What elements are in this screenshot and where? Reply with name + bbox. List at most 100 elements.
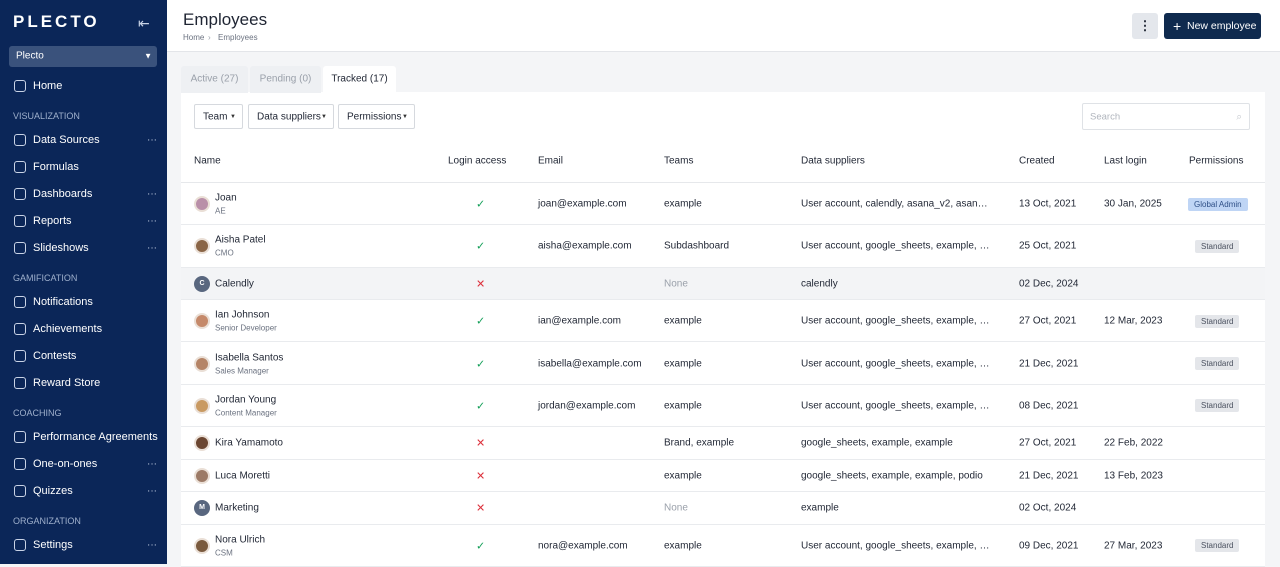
logo[interactable]: PLECTO (13, 12, 100, 31)
table-row[interactable]: C Calendly ✕ None calendly 02 Dec, 2024 (181, 267, 1265, 301)
created: 27 Oct, 2021 (1019, 315, 1077, 327)
employee-name: Kira Yamamoto (215, 437, 283, 449)
table-row[interactable]: Isabella Santos Sales Manager ✓ isabella@ex… (181, 342, 1265, 385)
nav-item[interactable]: One-on-ones (33, 458, 98, 470)
nav-item[interactable]: Quizzes (33, 485, 73, 497)
table-row[interactable]: Luca Moretti ✕ example google_sheets, examp… (181, 459, 1265, 492)
last-login: 22 Feb, 2022 (1104, 437, 1163, 449)
page-title: Employees (183, 10, 268, 29)
nav-item[interactable]: Data Sources (33, 134, 100, 146)
nav-item[interactable]: Formulas (33, 161, 79, 173)
teams: example (664, 540, 702, 552)
avatar-photo (194, 355, 210, 372)
permission-badge: Standard (1195, 357, 1240, 371)
more-menu[interactable]: ··· (147, 242, 157, 254)
email: ian@example.com (538, 315, 621, 327)
nav-icon[interactable] (14, 188, 26, 200)
nav-icon[interactable] (14, 215, 26, 227)
nav-item[interactable]: Home (33, 80, 63, 92)
workspace-select[interactable]: Plecto ▼ (9, 46, 157, 67)
created: 21 Dec, 2021 (1019, 470, 1079, 482)
new-employee-button[interactable]: + New employee (1164, 13, 1261, 39)
login-access: ✓ (476, 198, 486, 211)
nav-item[interactable]: Achievements (33, 323, 103, 335)
filter-label: Team (203, 111, 228, 123)
suppliers: User account, google_sheets, example, ex… (801, 540, 993, 552)
created: 27 Oct, 2021 (1019, 437, 1077, 449)
more-menu[interactable]: ··· (147, 485, 157, 497)
tab[interactable]: Tracked (17) (323, 66, 396, 93)
caret: ▼ (321, 114, 327, 120)
last-login: 12 Mar, 2023 (1104, 315, 1163, 327)
nav-icon[interactable] (14, 323, 26, 335)
section-heading: ORGANIZATION (13, 516, 81, 526)
tab[interactable]: Pending (0) (250, 66, 321, 93)
section-heading: GAMIFICATION (13, 273, 78, 283)
created: 09 Dec, 2021 (1019, 540, 1079, 552)
tab-label: Active (27) (190, 73, 239, 85)
email: nora@example.com (538, 540, 628, 552)
breadcrumb-link[interactable]: Home (183, 33, 205, 42)
permission-badge: Standard (1195, 314, 1240, 328)
table-row[interactable]: Ian Johnson Senior Developer ✓ ian@example.… (181, 300, 1265, 343)
filter-dropdown[interactable]: Team ▼ (194, 104, 243, 129)
suppliers: User account, calendly, asana_v2, asana_… (801, 198, 993, 210)
filter-dropdown[interactable]: Permissions ▼ (338, 104, 415, 129)
collapse-icon[interactable]: ⇤ (138, 15, 150, 31)
nav-icon[interactable] (14, 134, 26, 146)
nav-icon[interactable] (14, 539, 26, 551)
email: isabella@example.com (538, 358, 642, 370)
filter-label: Data suppliers (257, 111, 321, 123)
teams: example (664, 315, 702, 327)
caret: ▼ (402, 114, 408, 120)
nav-item[interactable]: Dashboards (33, 188, 93, 200)
table-row[interactable]: M Marketing ✕ None example 02 Oct, 2024 (181, 492, 1265, 525)
nav-item[interactable]: Slideshows (33, 242, 89, 254)
employee-role: Sales Manager (215, 366, 269, 376)
created: 25 Oct, 2021 (1019, 240, 1077, 252)
section-heading: COACHING (13, 408, 62, 418)
more-button[interactable]: ⋮ (1132, 13, 1158, 39)
filter-dropdown[interactable]: Data suppliers ▼ (248, 104, 334, 129)
suppliers: User account, google_sheets, example, ex… (801, 358, 993, 370)
table-row[interactable]: Aisha Patel CMO ✓ aisha@example.com Subdashb… (181, 225, 1265, 268)
login-access: ✕ (476, 278, 486, 291)
more-menu[interactable]: ··· (147, 458, 157, 470)
more-menu[interactable]: ··· (147, 134, 157, 146)
created: 13 Oct, 2021 (1019, 198, 1077, 210)
nav-icon[interactable] (14, 161, 26, 173)
nav-item[interactable]: Reports (33, 215, 72, 227)
table-row[interactable]: Jordan Young Content Manager ✓ jordan@examp… (181, 384, 1265, 427)
tab[interactable]: Active (27) (181, 66, 248, 93)
nav-item[interactable]: Contests (33, 350, 77, 362)
caret: ▼ (144, 51, 152, 61)
more-menu[interactable]: ··· (147, 188, 157, 200)
nav-icon[interactable] (14, 377, 26, 389)
nav-item[interactable]: Reward Store (33, 377, 101, 389)
sidebar: PLECTO ⇤ Plecto ▼ Home VISUALIZATION Data Sour… (0, 0, 167, 564)
search-input[interactable]: Search ⌕ (1082, 103, 1250, 130)
table-row[interactable]: Kira Yamamoto ✕ Brand, example google_sheet… (181, 427, 1265, 460)
nav-item[interactable]: Performance Agreements (33, 431, 158, 443)
employee-role: Senior Developer (215, 323, 277, 333)
suppliers: User account, google_sheets, example, ex… (801, 400, 993, 412)
nav-icon[interactable] (14, 296, 26, 308)
nav-item[interactable]: Settings (33, 539, 73, 551)
workspace-name: Plecto (16, 50, 44, 62)
employee-role: Content Manager (215, 408, 277, 418)
nav-icon[interactable] (14, 350, 26, 362)
avatar-photo (194, 196, 210, 213)
teams: Subdashboard (664, 240, 730, 252)
teams: example (664, 400, 702, 412)
nav-item[interactable]: Notifications (33, 296, 93, 308)
column-header: Email (538, 155, 564, 167)
more-menu[interactable]: ··· (147, 539, 157, 551)
nav-icon[interactable] (14, 242, 26, 254)
table-row[interactable]: Nora Ulrich CSM ✓ nora@example.com example Us… (181, 524, 1265, 567)
nav-icon[interactable] (14, 80, 26, 92)
table-row[interactable]: Joan AE ✓ joan@example.com example User accou… (181, 183, 1265, 226)
nav-icon[interactable] (14, 485, 26, 497)
nav-icon[interactable] (14, 431, 26, 443)
more-menu[interactable]: ··· (147, 215, 157, 227)
nav-icon[interactable] (14, 458, 26, 470)
